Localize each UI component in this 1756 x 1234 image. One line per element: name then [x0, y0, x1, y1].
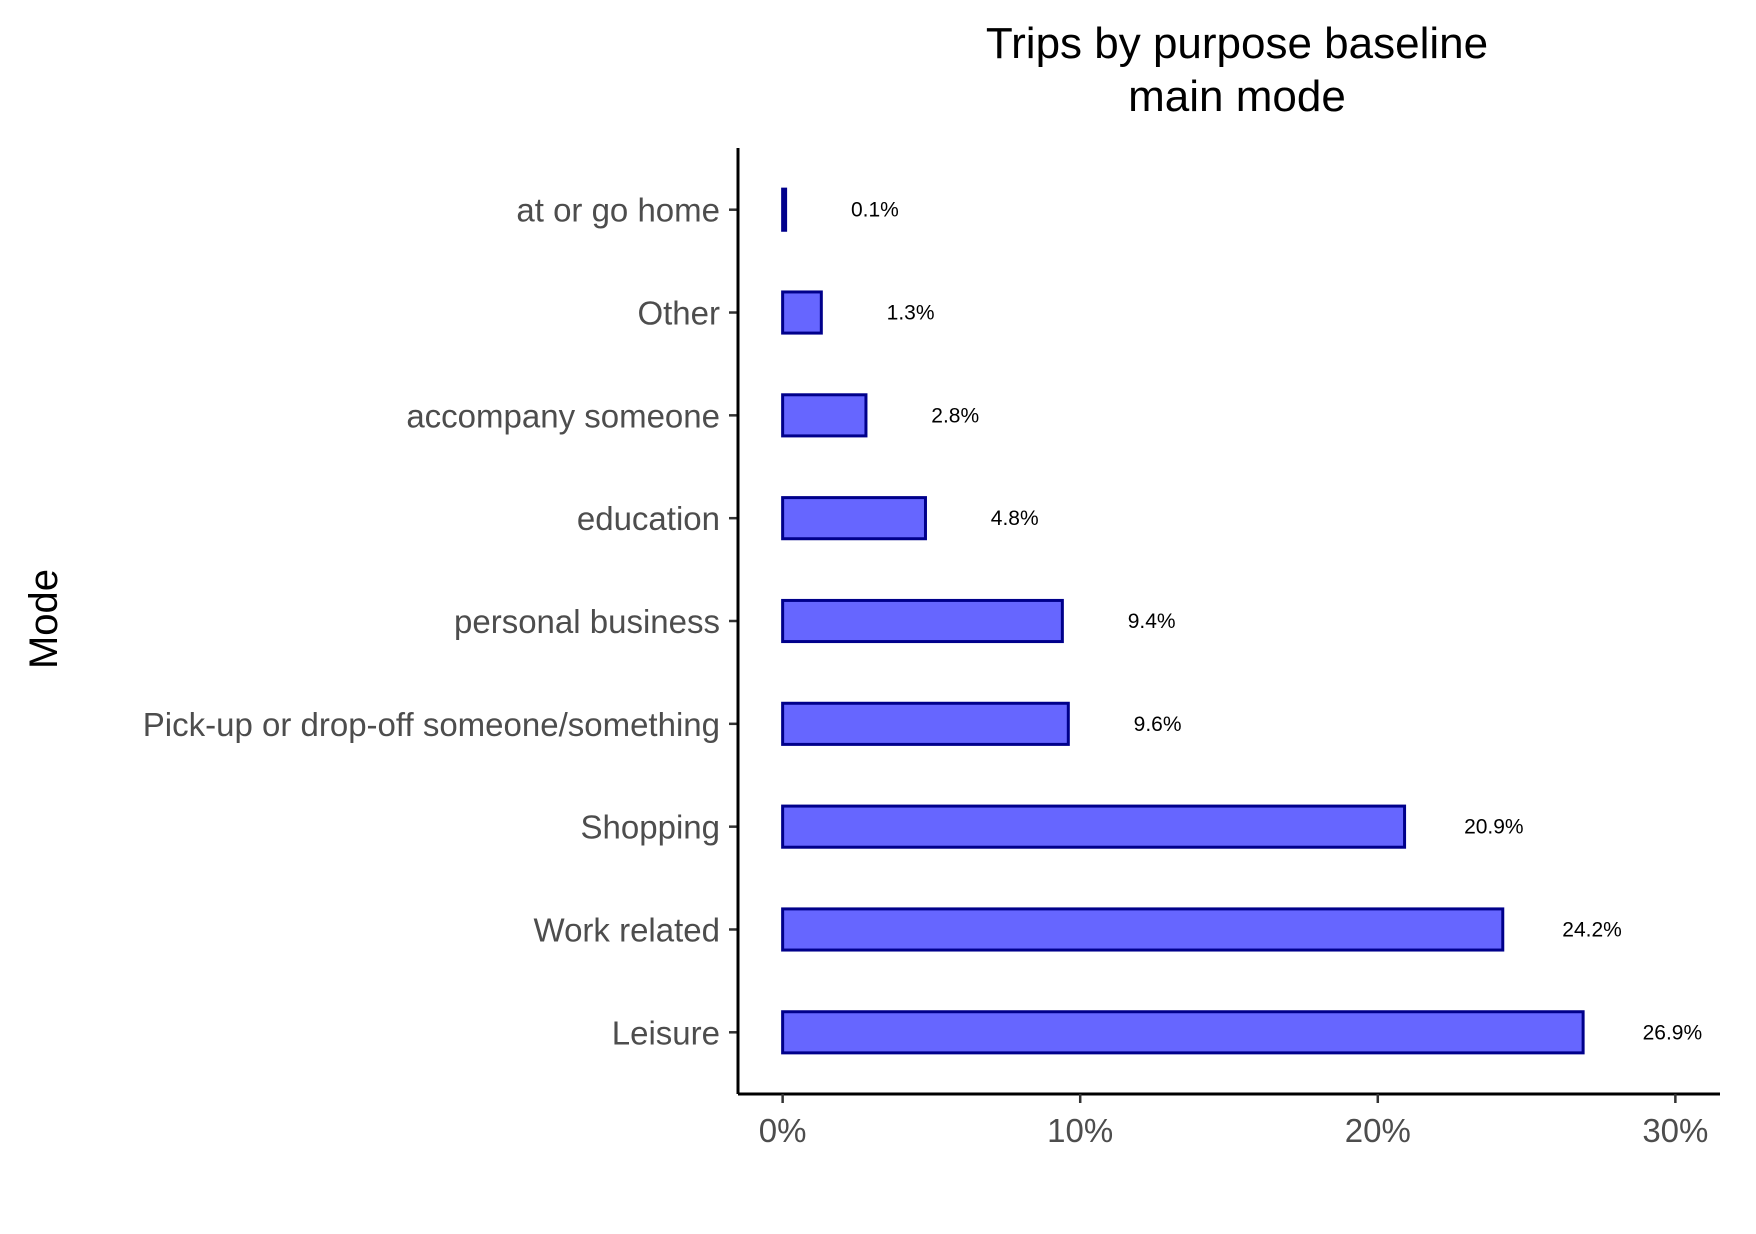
x-tick-label-2: 20%: [1345, 1112, 1411, 1149]
data-label-0: 0.1%: [851, 199, 899, 222]
x-tick-label-1: 10%: [1047, 1112, 1113, 1149]
data-label-5: 9.6%: [1134, 713, 1182, 736]
x-tick-label-0: 0%: [759, 1112, 807, 1149]
category-label-7: Work related: [534, 911, 720, 948]
category-label-2: accompany someone: [406, 397, 720, 434]
bar-6: [781, 804, 1407, 849]
data-label-1: 1.3%: [887, 302, 935, 325]
bar-1: [781, 290, 823, 335]
category-label-0: at or go home: [516, 192, 720, 229]
category-label-1: Other: [637, 295, 720, 332]
data-label-4: 9.4%: [1128, 610, 1176, 633]
bar-4: [781, 598, 1064, 644]
data-label-6: 20.9%: [1464, 816, 1524, 839]
bar-8: [781, 1010, 1585, 1055]
category-label-3: education: [577, 500, 720, 537]
data-label-2: 2.8%: [931, 404, 979, 427]
data-label-7: 24.2%: [1562, 918, 1622, 941]
bars-layer: 0.1% 1.3% 2.8% 4.8% 9.4% 9.6% 20.9% 24.2% 26.9%: [781, 187, 1703, 1055]
bar-5: [781, 701, 1070, 746]
bar-7: [781, 907, 1505, 952]
data-label-8: 26.9%: [1643, 1021, 1703, 1044]
category-label-4: personal business: [454, 603, 720, 640]
y-axis-title: Mode: [22, 569, 66, 669]
axes-layer: at or go home Other accompany someone educa…: [143, 148, 1720, 1149]
bar-2: [781, 393, 868, 438]
chart-title-line-1: Trips by purpose baseline: [986, 19, 1488, 68]
category-label-8: Leisure: [612, 1014, 720, 1051]
data-label-3: 4.8%: [991, 507, 1039, 530]
x-tick-label-3: 30%: [1642, 1112, 1708, 1149]
chart-title-line-2: main mode: [1128, 72, 1346, 121]
bar-3: [781, 496, 927, 541]
bar-0: [781, 187, 788, 232]
category-label-5: Pick-up or drop-off someone/something: [143, 706, 720, 743]
category-label-6: Shopping: [581, 809, 720, 846]
